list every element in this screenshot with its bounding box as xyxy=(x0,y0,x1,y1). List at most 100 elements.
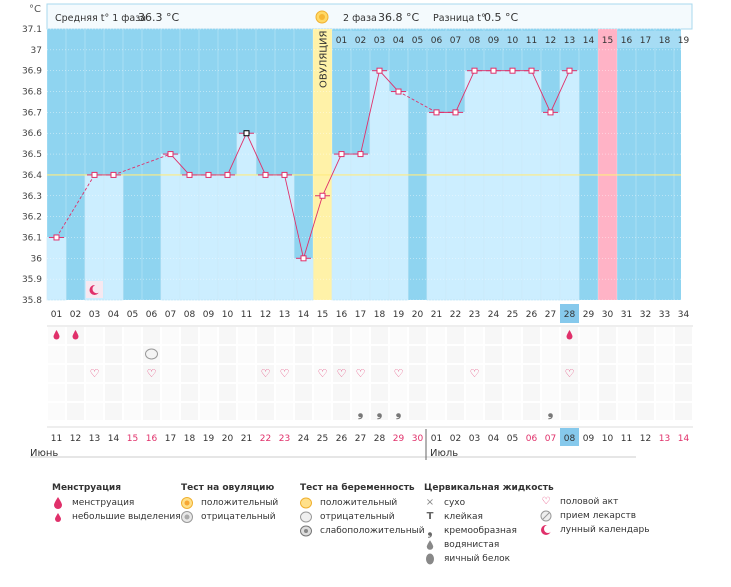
temperature-segment xyxy=(360,70,380,155)
legend-label: прием лекарств xyxy=(560,511,637,521)
temperature-bar xyxy=(540,112,561,301)
marker-cell xyxy=(390,403,407,420)
cycle-day-label: 05 xyxy=(127,310,138,320)
cycle-day-label: 03 xyxy=(89,310,100,320)
cycle-day-label: 27 xyxy=(545,310,556,320)
temperature-point xyxy=(338,151,345,158)
marker-cell xyxy=(428,346,445,363)
temperature-segment xyxy=(303,195,323,259)
temperature-point xyxy=(357,151,364,158)
heart-icon: ♡ xyxy=(565,367,575,380)
marker-cell xyxy=(599,346,616,363)
marker-cell xyxy=(105,346,122,363)
marker-cell xyxy=(656,346,673,363)
marker-cell xyxy=(124,403,141,420)
marker-cell xyxy=(86,327,103,344)
cycle-day-label: 11 xyxy=(241,310,252,320)
temperature-point xyxy=(243,130,250,137)
calendar-date: 16 xyxy=(146,434,158,444)
calendar-date: 13 xyxy=(659,434,670,444)
post-ovulation-day: 07 xyxy=(450,36,461,46)
marker-cell xyxy=(124,365,141,382)
highlight-day-column xyxy=(598,29,617,300)
marker-cell xyxy=(48,346,65,363)
cycle-day-label: 13 xyxy=(279,310,290,320)
legend-label: клейкая xyxy=(444,512,483,522)
marker-cell xyxy=(542,327,559,344)
cycle-day-label: 30 xyxy=(602,310,614,320)
marker-cell xyxy=(466,327,483,344)
post-ovulation-day: 05 xyxy=(412,36,423,46)
marker-cell xyxy=(333,384,350,401)
marker-cell xyxy=(333,403,350,420)
temperature-point xyxy=(528,67,535,74)
marker-cell xyxy=(162,384,179,401)
marker-cell xyxy=(352,346,369,363)
marker-cell xyxy=(504,384,521,401)
marker-cell xyxy=(618,346,635,363)
marker-cell xyxy=(371,327,388,344)
marker-cell xyxy=(523,403,540,420)
marker-cell xyxy=(542,384,559,401)
temperature-segment xyxy=(455,70,475,113)
marker-cell xyxy=(390,365,407,382)
marker-cell xyxy=(48,384,65,401)
marker-cell xyxy=(295,327,312,344)
legend-item: яичный белок xyxy=(424,552,554,566)
temperature-point xyxy=(110,171,117,178)
calendar-date: 04 xyxy=(488,434,500,444)
post-ovulation-day: 18 xyxy=(659,36,671,46)
legend-item: отрицательный xyxy=(300,510,425,524)
calendar-date: 28 xyxy=(374,434,386,444)
marker-cell xyxy=(561,365,578,382)
marker-cell xyxy=(485,384,502,401)
marker-cell xyxy=(428,384,445,401)
calendar-date: 26 xyxy=(336,434,348,444)
post-ovulation-day: 14 xyxy=(583,36,595,46)
legend-item: водянистая xyxy=(424,538,554,552)
marker-cell xyxy=(409,327,426,344)
marker-cell xyxy=(238,327,255,344)
marker-cell xyxy=(238,365,255,382)
marker-cell xyxy=(143,365,160,382)
post-ovulation-day: 08 xyxy=(469,36,481,46)
marker-cell xyxy=(485,365,502,382)
bbt-chart: °C Средняя t° 1 фаза 36.3 °C 2 фаза 36.8… xyxy=(22,3,693,460)
marker-cell xyxy=(143,384,160,401)
marker-cell xyxy=(618,384,635,401)
post-ovulation-day: 17 xyxy=(640,36,651,46)
marker-icons: ♡ ♡ ♡ ♡ ♡ ♡ ♡ ♡ ♡ ♡ ❟ ❟ ❟ ❟ xyxy=(53,281,575,420)
diff-value: 0.5 °C xyxy=(484,11,518,24)
creamy-icon: ❟ xyxy=(427,524,433,538)
legend-item: положительный xyxy=(300,496,425,510)
cycle-day-label: 25 xyxy=(507,310,518,320)
legend-label: кремообразная xyxy=(444,526,517,536)
temperature-segment xyxy=(56,174,95,238)
marker-cell xyxy=(637,403,654,420)
marker-cell xyxy=(523,346,540,363)
cycle-day-label: 26 xyxy=(526,310,538,320)
marker-cell xyxy=(447,365,464,382)
cycle-day-label: 22 xyxy=(450,310,461,320)
marker-cell xyxy=(561,346,578,363)
temperature-point xyxy=(205,171,212,178)
calendar-date: 15 xyxy=(127,434,138,444)
calendar-date-row: 11 12 13 14 15 16 17 18 19 20 21 22 23 24 25 26 27 28 29 30… xyxy=(30,426,693,458)
marker-cell xyxy=(105,384,122,401)
marker-cell xyxy=(105,403,122,420)
marker-cell xyxy=(48,365,65,382)
temperature-point xyxy=(509,67,516,74)
y-tick-label: 37 xyxy=(31,46,42,56)
temperature-point xyxy=(91,171,98,178)
phase2-value: 36.8 °C xyxy=(378,11,419,24)
phase1-label: Средняя t° 1 фаза xyxy=(55,13,146,24)
heart-icon: ♡ xyxy=(261,367,271,380)
temperature-bar xyxy=(331,153,352,301)
heart-icon: ♡ xyxy=(470,367,480,380)
marker-cell xyxy=(200,365,217,382)
marker-cell xyxy=(257,327,274,344)
heart-icon: ♡ xyxy=(147,367,157,380)
ovulation-sun-icon xyxy=(315,10,329,24)
post-ovulation-day: 04 xyxy=(393,36,405,46)
post-ovulation-day: 09 xyxy=(488,36,500,46)
